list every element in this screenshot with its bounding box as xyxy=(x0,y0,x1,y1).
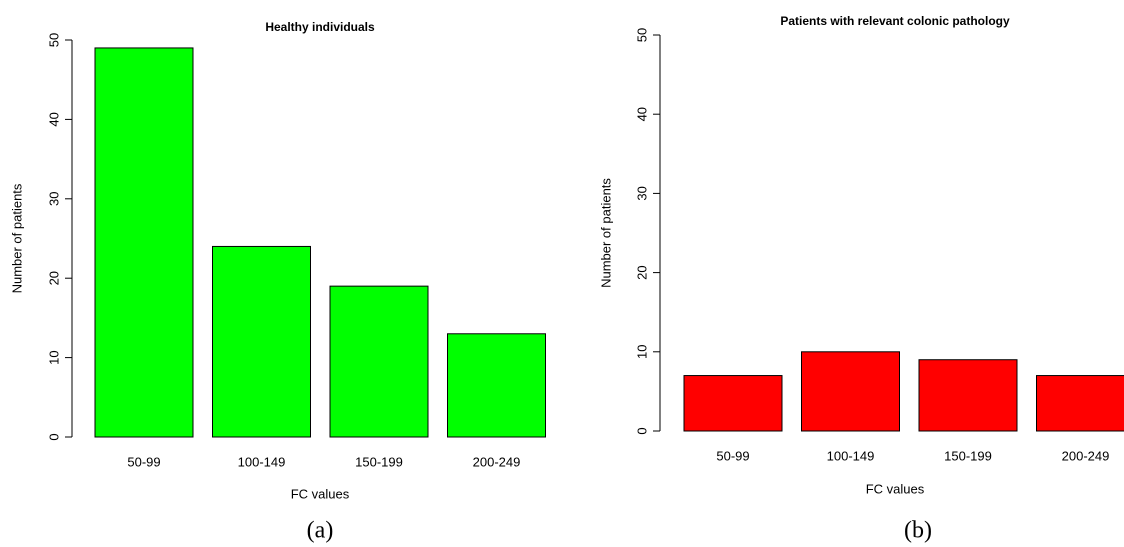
bar xyxy=(1036,375,1124,432)
y-tick-label: 40 xyxy=(46,112,61,126)
y-tick-label: 20 xyxy=(634,265,649,279)
bar xyxy=(447,333,546,438)
caption: (b) xyxy=(904,518,932,544)
y-axis-label: Number of patients xyxy=(9,183,24,293)
bar xyxy=(801,351,900,432)
x-axis-label: FC values xyxy=(866,481,925,496)
y-tick-label: 50 xyxy=(46,33,61,47)
bar xyxy=(212,245,311,438)
x-tick-label: 200-249 xyxy=(473,454,521,469)
chart-title: Patients with relevant colonic pathology xyxy=(780,14,1010,28)
x-tick-label: 50-99 xyxy=(716,448,749,463)
y-tick-label: 40 xyxy=(634,107,649,121)
x-tick-label: 150-199 xyxy=(944,448,992,463)
x-tick-label: 150-199 xyxy=(355,454,403,469)
y-tick-label: 10 xyxy=(634,345,649,359)
y-tick-label: 30 xyxy=(634,186,649,200)
x-tick-label: 100-149 xyxy=(238,454,286,469)
y-tick-label: 20 xyxy=(46,271,61,285)
x-tick-label: 200-249 xyxy=(1062,448,1110,463)
x-tick-label: 50-99 xyxy=(127,454,160,469)
y-tick-label: 50 xyxy=(634,28,649,42)
x-tick-label: 100-149 xyxy=(827,448,875,463)
bar xyxy=(94,47,194,438)
y-tick-label: 30 xyxy=(46,192,61,206)
bar xyxy=(329,285,429,438)
y-axis-label: Number of patients xyxy=(598,178,613,288)
y-tick-label: 0 xyxy=(46,433,61,440)
caption: (a) xyxy=(307,518,334,544)
y-tick-label: 0 xyxy=(634,427,649,434)
chart-title: Healthy individuals xyxy=(265,20,375,34)
y-tick-label: 10 xyxy=(46,350,61,364)
x-axis-label: FC values xyxy=(291,486,350,501)
bar xyxy=(683,375,783,432)
bar xyxy=(918,359,1018,432)
